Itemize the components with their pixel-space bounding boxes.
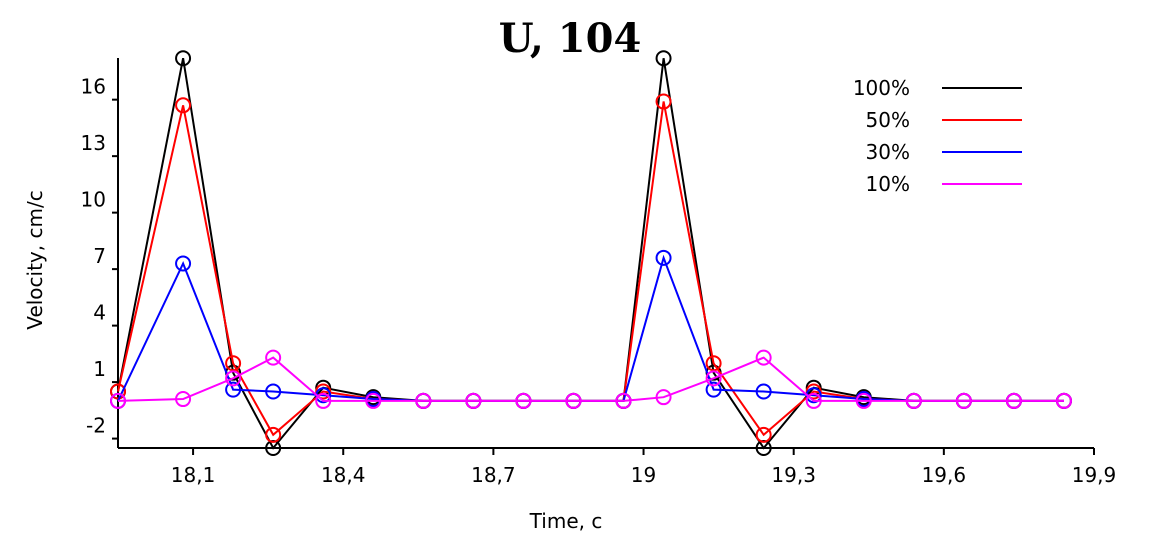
series-line: [117, 356, 1064, 402]
data-point: [265, 426, 282, 443]
data-point: [415, 392, 432, 409]
y-tick-label: 1: [93, 357, 106, 381]
series-30-percent: [110, 249, 1072, 409]
data-point: [755, 426, 772, 443]
data-point: [655, 93, 672, 110]
data-point: [515, 392, 532, 409]
y-axis-label: Velocity, cm/c: [23, 190, 47, 329]
data-point: [655, 50, 672, 67]
data-point: [705, 381, 722, 398]
y-tick-label: 10: [81, 188, 106, 212]
data-point: [755, 349, 772, 366]
data-point: [655, 249, 672, 266]
x-axis-label: Time, c: [529, 509, 603, 533]
data-point: [615, 392, 632, 409]
y-tick-label: 16: [81, 75, 106, 99]
data-point: [225, 355, 242, 372]
data-point: [855, 392, 872, 409]
data-point: [1055, 392, 1072, 409]
y-tick-label: 13: [81, 131, 106, 155]
axes: -2 1 4 7 10 13 16 18,1 18,4 18,7 19 19,3 19,6 19,9: [81, 58, 1117, 487]
data-point: [705, 355, 722, 372]
data-point: [905, 392, 922, 409]
data-point: [175, 255, 192, 272]
x-tick-label: 19,3: [771, 463, 816, 487]
data-point: [805, 392, 822, 409]
data-point: [565, 392, 582, 409]
series-line: [117, 254, 1064, 402]
data-point: [225, 381, 242, 398]
data-point: [315, 392, 332, 409]
y-tick-label: 4: [93, 301, 106, 325]
data-point: [655, 389, 672, 406]
series-layer: [110, 50, 1072, 456]
data-point: [365, 392, 382, 409]
legend-label: 10%: [866, 172, 910, 196]
x-tick-label: 18,7: [471, 463, 516, 487]
legend: 100% 50% 30% 10%: [853, 76, 1022, 196]
data-point: [1005, 392, 1022, 409]
series-line: [117, 101, 1064, 437]
data-point: [110, 392, 126, 409]
y-tick-label: -2: [86, 414, 106, 438]
data-point: [175, 391, 192, 408]
series-100-percent: [110, 50, 1072, 456]
legend-label: 100%: [853, 76, 910, 100]
series-10-percent: [110, 349, 1072, 409]
chart-title: U, 104: [499, 15, 642, 62]
legend-label: 30%: [866, 140, 910, 164]
data-point: [265, 383, 282, 400]
y-tick-label: 7: [93, 244, 106, 268]
data-point: [955, 392, 972, 409]
data-point: [175, 50, 192, 67]
data-point: [265, 349, 282, 366]
x-tick-label: 19: [631, 463, 656, 487]
data-point: [465, 392, 482, 409]
legend-label: 50%: [866, 108, 910, 132]
x-tick-label: 18,1: [171, 463, 216, 487]
series-line: [117, 58, 1064, 450]
data-point: [175, 97, 192, 114]
data-point: [110, 383, 126, 400]
data-point: [225, 370, 242, 387]
data-point: [755, 383, 772, 400]
x-tick-label: 18,4: [321, 463, 366, 487]
x-tick-label: 19,9: [1072, 463, 1117, 487]
x-tick-label: 19,6: [922, 463, 967, 487]
data-point: [705, 370, 722, 387]
